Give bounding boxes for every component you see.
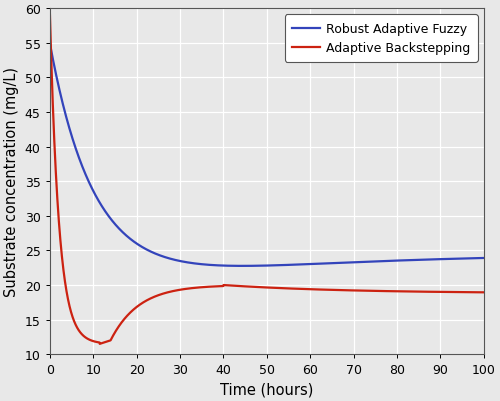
Robust Adaptive Fuzzy	[47, 41, 53, 46]
Robust Adaptive Fuzzy	[240, 264, 246, 269]
Robust Adaptive Fuzzy	[258, 263, 264, 268]
Line: Robust Adaptive Fuzzy: Robust Adaptive Fuzzy	[50, 44, 484, 266]
Line: Adaptive Backstepping: Adaptive Backstepping	[50, 9, 484, 344]
Adaptive Backstepping	[246, 284, 252, 289]
Adaptive Backstepping	[468, 290, 474, 295]
Y-axis label: Substrate concentration (mg/L): Substrate concentration (mg/L)	[4, 67, 19, 296]
Robust Adaptive Fuzzy	[468, 256, 474, 261]
Adaptive Backstepping	[96, 342, 102, 346]
Robust Adaptive Fuzzy	[481, 256, 487, 261]
Robust Adaptive Fuzzy	[468, 256, 474, 261]
Adaptive Backstepping	[389, 289, 395, 294]
Adaptive Backstepping	[47, 7, 53, 12]
Legend: Robust Adaptive Fuzzy, Adaptive Backstepping: Robust Adaptive Fuzzy, Adaptive Backstep…	[284, 15, 478, 63]
Robust Adaptive Fuzzy	[69, 135, 75, 140]
Adaptive Backstepping	[468, 290, 474, 295]
Adaptive Backstepping	[69, 313, 75, 318]
Robust Adaptive Fuzzy	[389, 259, 395, 263]
Adaptive Backstepping	[481, 290, 487, 295]
X-axis label: Time (hours): Time (hours)	[220, 382, 314, 397]
Adaptive Backstepping	[258, 285, 264, 290]
Robust Adaptive Fuzzy	[246, 264, 252, 269]
